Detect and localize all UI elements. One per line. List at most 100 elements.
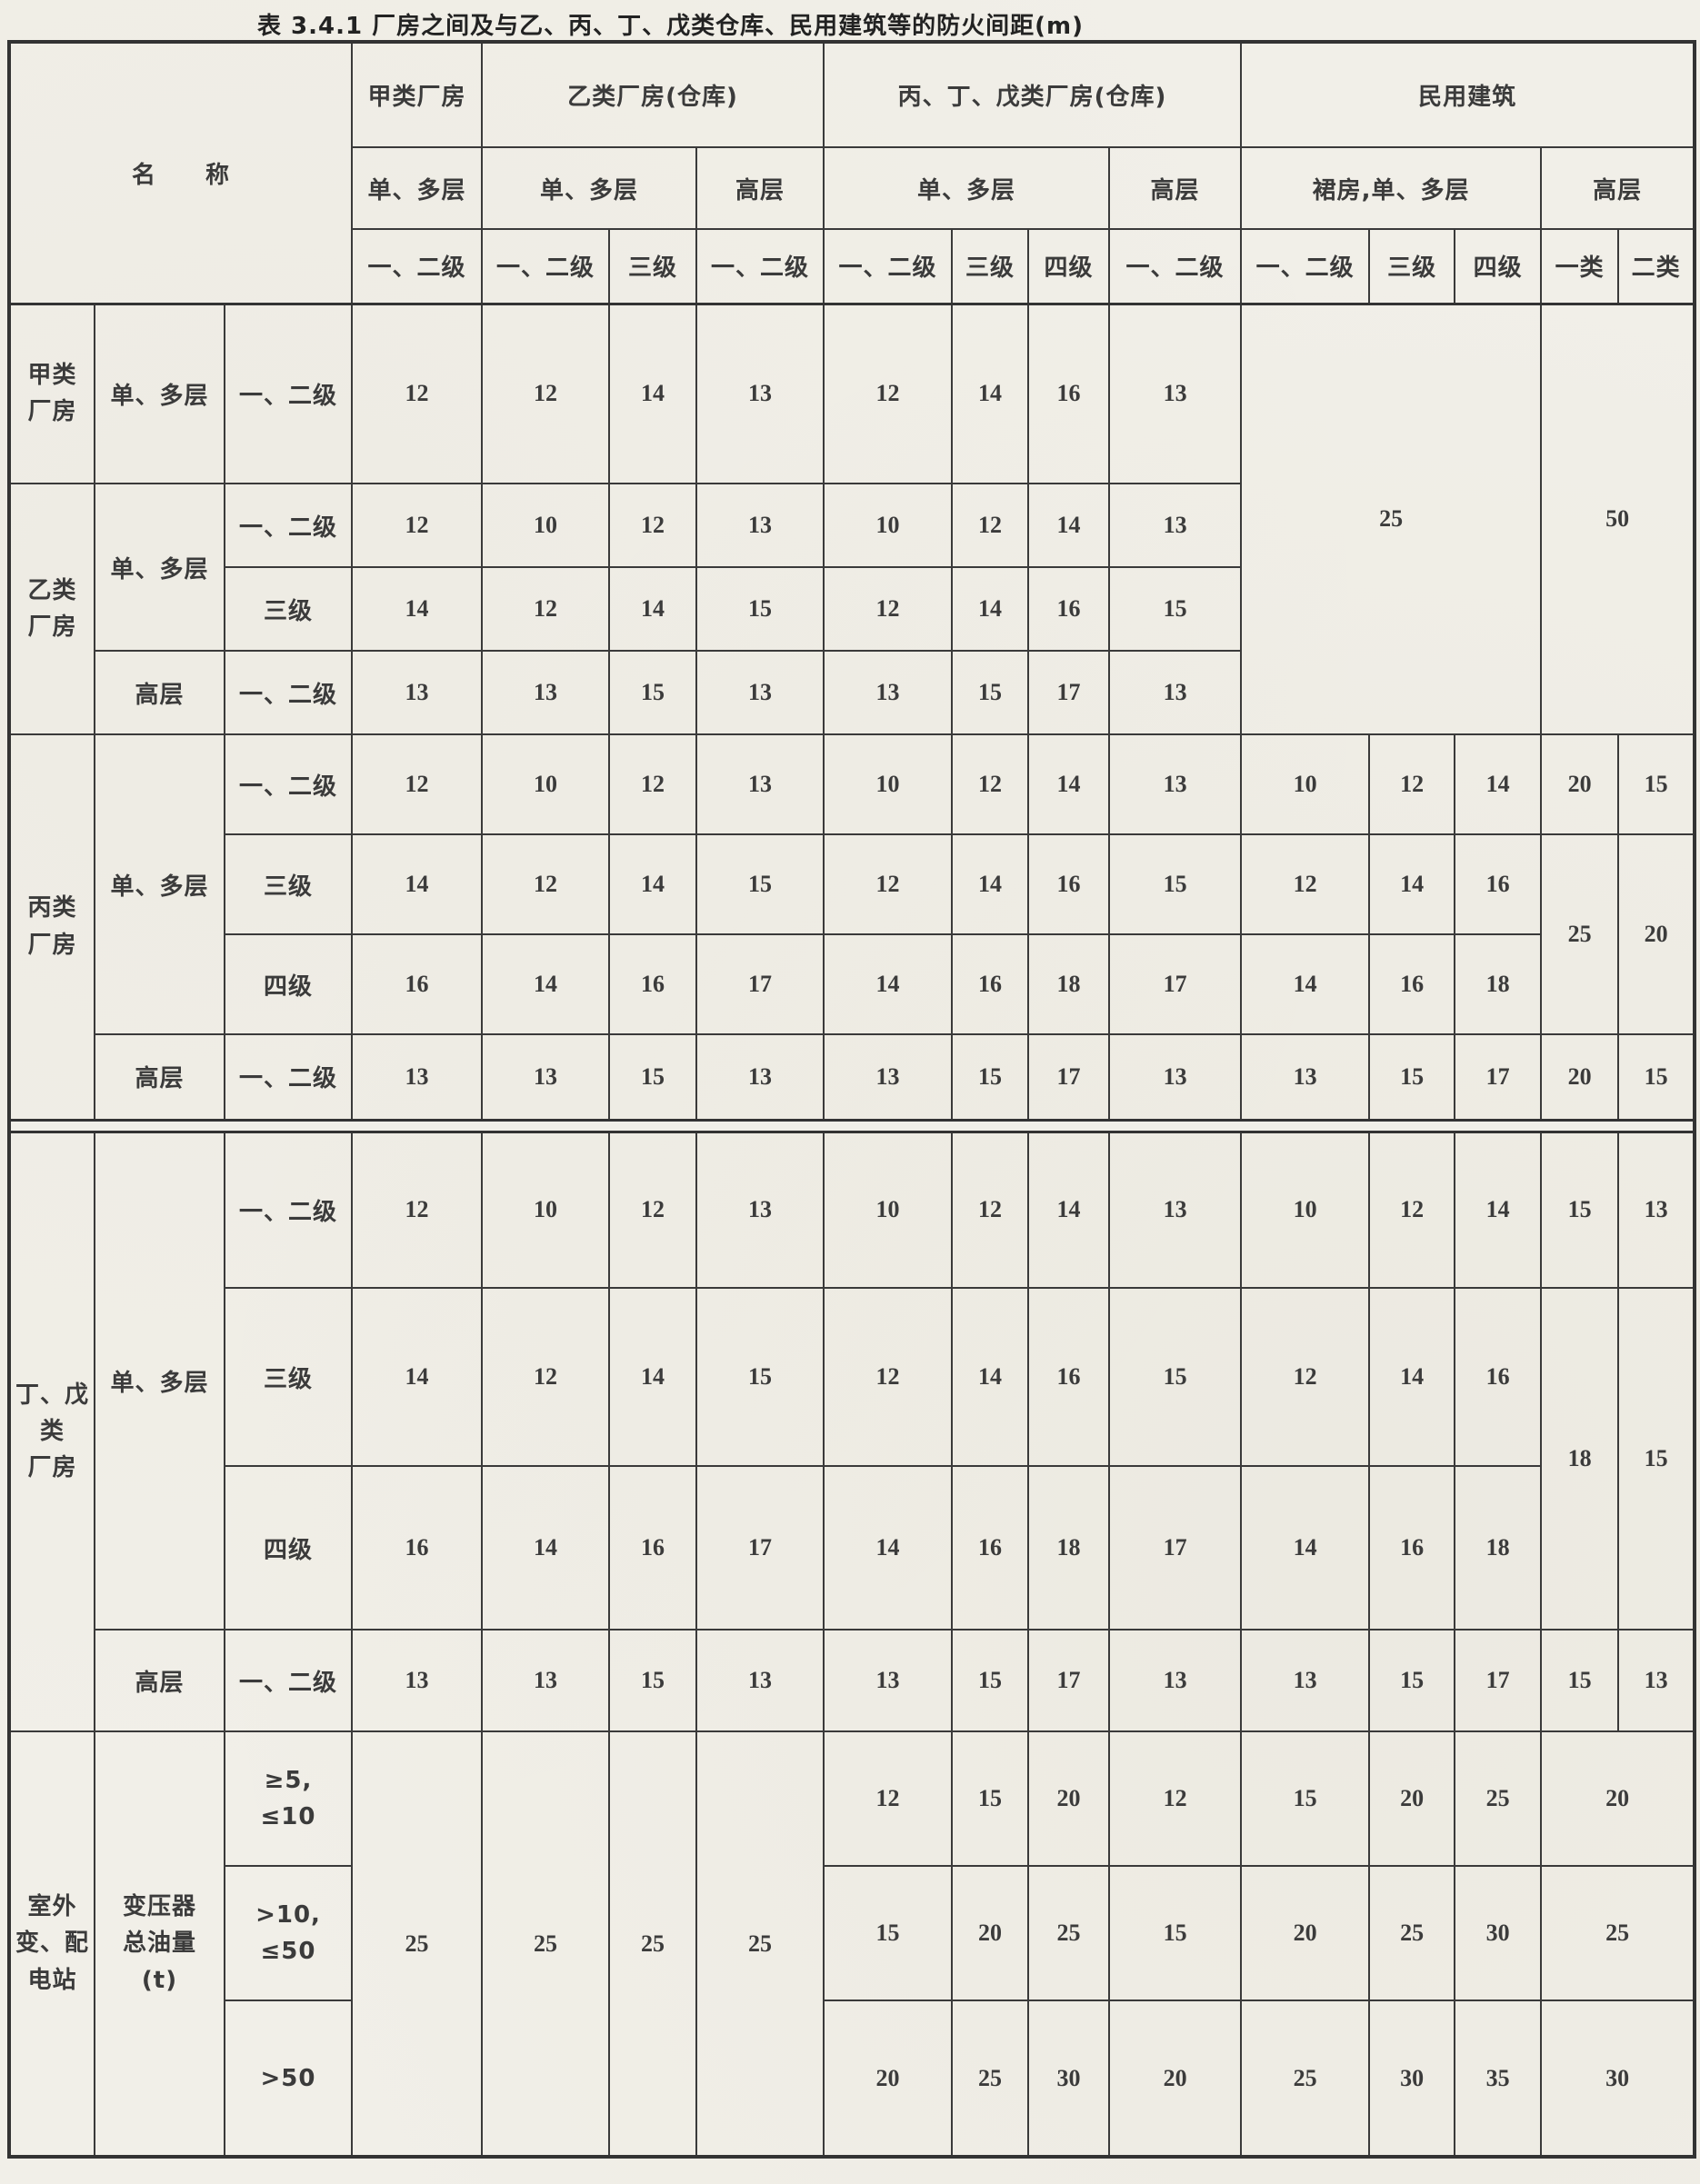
row-level-label: 三级: [223, 833, 354, 935]
distance-cell: 14: [481, 933, 611, 1035]
row-oil-range-label: >10, ≤50: [223, 1865, 354, 2001]
distance-cell: 16: [608, 1465, 698, 1631]
distance-cell: 20: [1368, 1730, 1456, 1867]
row-level-label: 三级: [223, 1287, 354, 1467]
row-level-label: 一、二级: [223, 483, 354, 568]
distance-cell: 12: [351, 483, 484, 568]
row-level-label: 四级: [223, 933, 354, 1035]
distance-cell: 13: [823, 1033, 954, 1121]
level-header-cell: 一、二级: [695, 228, 825, 304]
distance-cell: 15: [823, 1865, 954, 2001]
distance-cell-civil-highrise-merged: 20: [1540, 1730, 1696, 1867]
distance-cell: 16: [1368, 933, 1456, 1035]
distance-cell: 13: [351, 1629, 484, 1732]
row-level-label: 一、二级: [223, 1629, 354, 1732]
distance-cell: 20: [1540, 733, 1620, 835]
level-header-cell: 三级: [608, 228, 698, 304]
distance-cell-civil-highrise-merged: 25: [1540, 1865, 1696, 2001]
level-header-cell: 一、二级: [481, 228, 611, 304]
colgroup-jia-factory: 甲类厂房: [351, 40, 484, 148]
distance-cell: 12: [481, 302, 611, 484]
distance-cell: 15: [1368, 1033, 1456, 1121]
distance-cell: 20: [1540, 1033, 1620, 1121]
distance-cell: 20: [951, 1865, 1030, 2001]
distance-cell: 14: [351, 833, 484, 935]
distance-cell: 13: [1108, 1629, 1243, 1732]
row-floor-label: 高层: [94, 650, 225, 735]
row-level-label: 一、二级: [223, 1033, 354, 1121]
distance-cell: 16: [1027, 566, 1111, 652]
distance-cell: 14: [951, 1287, 1030, 1467]
floor-header-cell: 高层: [695, 146, 825, 230]
distance-cell: 12: [351, 302, 484, 484]
distance-cell: 13: [351, 1033, 484, 1121]
distance-cell: 13: [1240, 1033, 1371, 1121]
floor-header-cell: 高层: [1108, 146, 1243, 230]
distance-cell: 12: [951, 733, 1030, 835]
distance-cell: 15: [1368, 1629, 1456, 1732]
row-bing-factory-multi-3: 三级 14 12 14 15 12 14 16 15 12 14 16 25 2…: [9, 833, 1696, 1035]
level-header-cell: 一、二级: [1240, 228, 1371, 304]
distance-cell: 13: [695, 483, 825, 568]
distance-cell: 13: [1617, 1629, 1696, 1732]
distance-cell: 15: [1240, 1730, 1371, 1867]
floor-header-cell: 高层: [1540, 146, 1696, 230]
colgroup-civil-building: 民用建筑: [1240, 40, 1696, 148]
distance-cell: 12: [351, 1131, 484, 1289]
distance-cell: 12: [1240, 833, 1371, 935]
row-oil-range-label: >50: [223, 2000, 354, 2159]
distance-cell: 20: [823, 2000, 954, 2159]
distance-cell: 15: [695, 566, 825, 652]
distance-cell: 25: [1027, 1865, 1111, 2001]
distance-cell: 16: [1454, 1287, 1543, 1467]
distance-cell-civil-highrise-merged: 30: [1540, 2000, 1696, 2159]
row-category-label: 室外 变、配 电站: [8, 1730, 95, 2158]
distance-cell: 12: [951, 1131, 1030, 1289]
distance-cell: 13: [695, 302, 825, 484]
distance-cell: 12: [823, 833, 954, 935]
row-category-label: 丁、戊 类 厂房: [8, 1131, 95, 1732]
distance-cell-merged: 25: [695, 1730, 825, 2158]
distance-cell: 13: [481, 1033, 611, 1121]
distance-cell: 15: [608, 650, 698, 735]
distance-cell: 10: [481, 733, 611, 835]
row-ding-wu-factory-multi-3: 三级 14 12 14 15 12 14 16 15 12 14 16 18 1…: [9, 1287, 1696, 1631]
distance-cell: 17: [695, 933, 825, 1035]
distance-cell: 10: [1240, 1131, 1371, 1289]
distance-cell: 15: [1108, 566, 1243, 652]
distance-cell: 12: [351, 733, 484, 835]
distance-cell: 10: [481, 1131, 611, 1289]
distance-cell: 18: [1454, 933, 1543, 1035]
distance-cell: 15: [951, 1730, 1030, 1867]
distance-cell: 14: [481, 1465, 611, 1631]
distance-cell: 15: [951, 650, 1030, 735]
distance-cell-merged: 25: [481, 1730, 611, 2158]
distance-cell: 13: [1617, 1131, 1696, 1289]
distance-cell-civil-highrise-merged: 50: [1540, 302, 1696, 735]
row-level-label: 一、二级: [223, 1131, 354, 1289]
floor-header-cell: 单、多层: [481, 146, 698, 230]
distance-cell: 10: [1240, 733, 1371, 835]
distance-cell: 12: [1368, 733, 1456, 835]
table-section-break: [9, 1118, 1695, 1133]
row-floor-label: 单、多层: [94, 302, 225, 484]
distance-cell: 13: [695, 1033, 825, 1121]
distance-cell-merged: 25: [608, 1730, 698, 2158]
distance-cell: 25: [1454, 1730, 1543, 1867]
level-header-cell: 三级: [1368, 228, 1456, 304]
distance-cell: 13: [695, 1131, 825, 1289]
distance-cell: 15: [1617, 1033, 1696, 1121]
distance-cell: 17: [1027, 650, 1111, 735]
distance-cell-civil-podium-merged: 25: [1240, 302, 1543, 735]
distance-cell: 17: [1108, 1465, 1243, 1631]
distance-cell: 14: [608, 833, 698, 935]
distance-cell: 15: [695, 833, 825, 935]
distance-cell: 20: [1108, 2000, 1243, 2159]
distance-cell: 14: [823, 933, 954, 1035]
distance-cell: 14: [951, 566, 1030, 652]
distance-cell: 18: [1027, 1465, 1111, 1631]
colgroup-yi-factory-warehouse: 乙类厂房(仓库): [481, 40, 825, 148]
row-ding-wu-factory-multi-4: 四级 16 14 16 17 14 16 18 17 14 16 18: [9, 1465, 1695, 1631]
corner-name-label: 名 称: [7, 40, 354, 304]
distance-cell: 13: [351, 650, 484, 735]
